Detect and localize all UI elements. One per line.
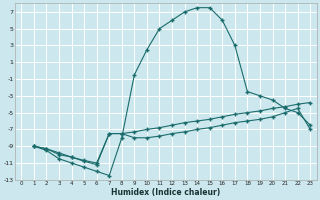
X-axis label: Humidex (Indice chaleur): Humidex (Indice chaleur) [111, 188, 220, 197]
